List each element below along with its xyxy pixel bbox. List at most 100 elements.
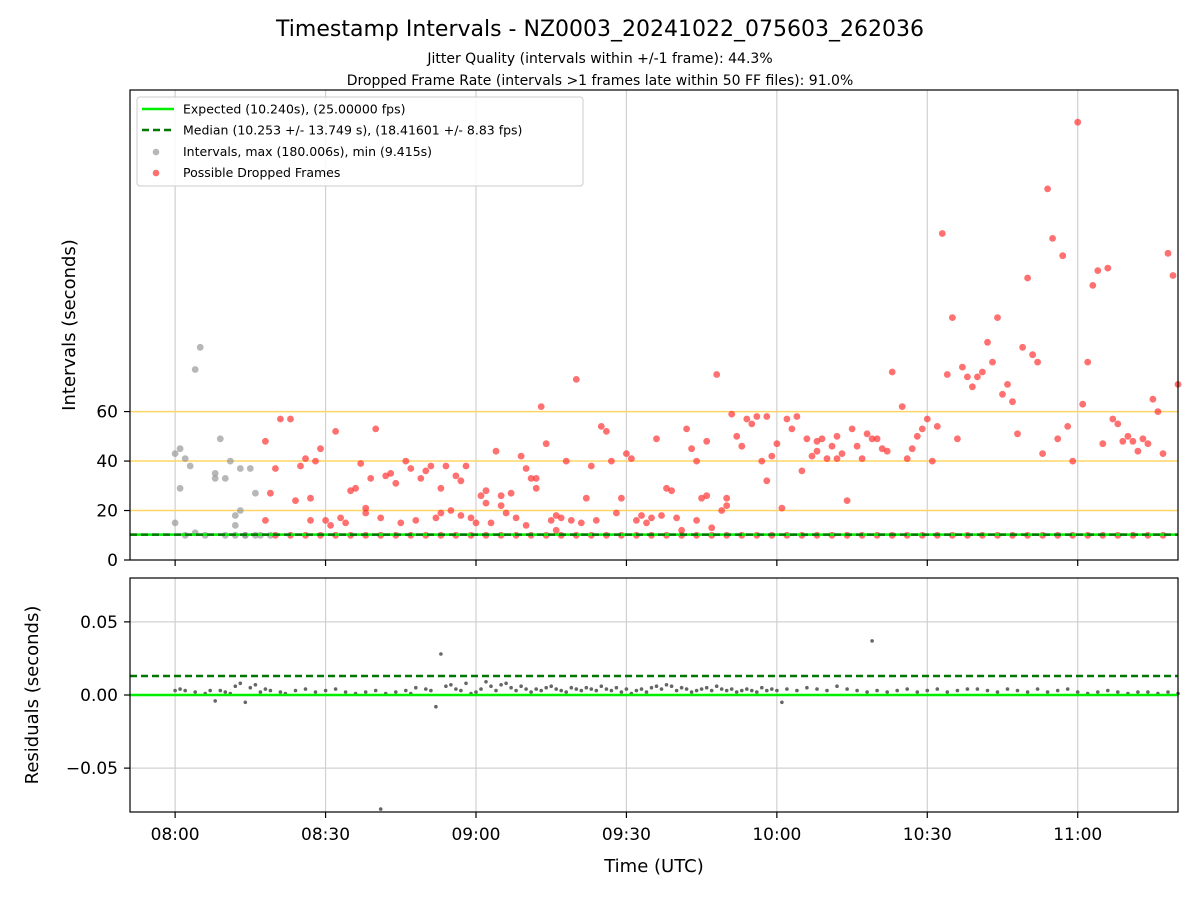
dropped-frame-point [532,484,540,492]
dropped-frame-point [974,373,981,381]
dropped-frame-point [753,413,761,420]
dropped-frame-point [638,512,645,519]
top-y-tick-label: 20 [96,502,118,522]
dropped-frame-point [718,507,726,514]
interval-point [176,484,184,492]
dropped-frame-point [1034,358,1041,366]
dropped-frame-point [698,494,705,502]
residual-point [524,687,528,691]
residual-point [534,687,538,691]
dropped-frame-point [1089,282,1097,289]
dropped-frame-point [407,465,415,472]
residual-point [529,690,533,694]
residual-point [429,688,433,693]
residual-point [173,688,177,693]
dropped-frame-point [522,465,530,472]
dropped-frame-point [262,437,269,445]
dropped-frame-point [643,519,650,527]
dropped-frame-point [1154,408,1162,415]
dropped-frame-point [462,462,470,470]
legend: Expected (10.240s), (25.00000 fps) Media… [136,96,584,187]
interval-point [252,489,259,497]
dropped-frame-point [442,462,450,470]
residual-point [775,688,779,693]
residual-point [584,685,589,690]
dropped-frame-point [628,455,635,462]
residual-point [825,688,829,693]
dropped-frame-point [964,373,971,381]
dropped-frame-point [572,376,580,383]
dropped-frame-point [613,509,620,517]
residual-point [1015,688,1020,693]
residual-point [554,687,558,691]
residual-point [484,680,488,684]
dropped-frame-point [512,514,520,522]
dropped-frame-point [457,512,465,519]
residual-point [955,688,960,693]
dropped-frame-point [1014,430,1021,438]
dropped-frame-point [307,517,314,524]
dropped-frame-point [848,425,856,433]
dropped-frame-point [1054,435,1062,443]
interval-point [236,507,244,514]
dropped-frame-point [693,517,700,524]
dropped-frame-point [738,442,746,450]
dropped-frame-point [532,475,540,482]
dropped-frame-point [828,442,836,450]
dropped-frame-point [497,502,505,509]
dropped-frame-point [557,514,565,522]
interval-point [216,435,224,443]
dropped-frame-point [467,514,475,522]
residual-point [875,688,879,693]
dropped-frame-point [1164,249,1172,257]
interval-point [226,457,234,465]
interval-point [176,445,184,453]
residual-point [434,704,438,709]
dropped-frame-point [377,514,385,522]
residual-point [965,687,970,691]
dropped-frame-point [552,526,560,534]
dropped-frame-point [833,455,841,462]
dropped-frame-point [618,494,625,502]
dropped-frame-point [507,489,515,497]
dropped-frame-point [307,494,314,502]
dropped-frame-point [337,514,344,522]
residual-point [845,687,849,691]
residual-point [765,688,769,693]
residual-point [303,687,308,691]
residual-point [574,687,579,691]
residual-point [770,687,774,691]
dropped-frame-point [482,499,490,507]
residual-point [745,687,749,691]
dropped-frame-point [793,413,801,420]
residual-point [1146,690,1150,694]
dropped-frame-point [477,492,485,500]
dropped-frame-point [437,484,445,492]
dropped-frame-point [778,504,786,512]
interval-point [171,519,179,527]
dropped-frame-point [417,475,425,482]
residual-point [639,687,644,691]
residual-point [178,687,182,691]
dropped-frame-point [1109,415,1117,423]
residual-point [905,687,909,691]
dropped-frame-point [903,455,911,462]
dropped-frame-point [392,479,400,487]
residual-point [183,688,187,693]
dropped-frame-point [582,494,590,502]
dropped-frame-point [1139,435,1147,443]
residual-point [724,688,729,693]
residual-point [694,688,699,693]
interval-point [186,462,194,470]
residual-point [624,687,629,691]
residual-point [323,688,328,693]
residual-point [915,690,920,694]
residual-point [594,688,599,693]
bottom-y-tick-label: 0.00 [80,686,118,706]
dropped-frame-point [437,509,445,517]
residual-point [439,652,443,656]
dropped-frame-point [502,509,510,517]
legend-intervals-swatch [152,148,160,156]
residual-point [494,688,498,693]
dropped-frame-point [1049,235,1056,242]
